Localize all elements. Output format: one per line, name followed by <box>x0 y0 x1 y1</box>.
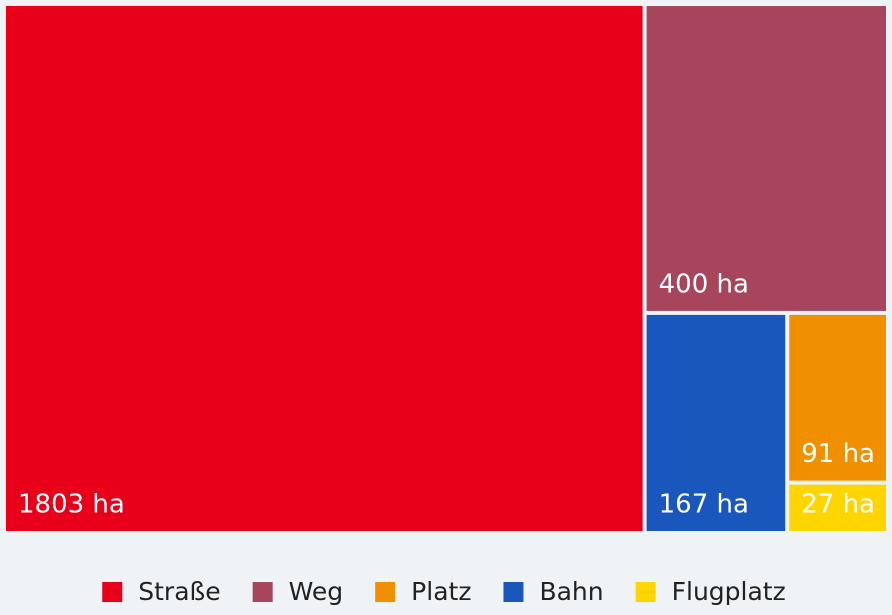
legend-swatch <box>635 582 656 602</box>
legend-label: Weg <box>289 577 344 606</box>
legend-swatch <box>252 582 273 602</box>
tile <box>646 6 886 311</box>
tile <box>6 6 643 531</box>
tile <box>789 314 886 481</box>
legend-label: Flugplatz <box>672 577 786 606</box>
tile-label: 1803 ha <box>18 490 125 520</box>
legend-swatch <box>102 582 123 602</box>
legend-label: Straße <box>138 577 220 606</box>
legend-label: Platz <box>411 577 471 606</box>
tile-label: 167 ha <box>659 490 749 520</box>
legend-swatch <box>375 582 396 602</box>
tile-label: 27 ha <box>801 490 875 520</box>
tile <box>789 484 886 531</box>
tile <box>646 314 786 531</box>
legend-label: Bahn <box>539 577 603 606</box>
legend-swatch <box>503 582 524 602</box>
tile-label: 400 ha <box>659 269 749 299</box>
tile-label: 91 ha <box>801 439 875 469</box>
